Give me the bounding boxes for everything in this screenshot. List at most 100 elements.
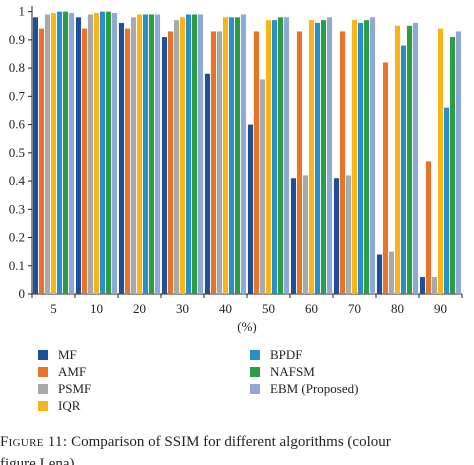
- legend-label: BPDF: [270, 347, 303, 362]
- bar-mf-60: [290, 178, 297, 294]
- bar-ebm-proposed--50: [283, 17, 290, 294]
- y-tick-label: 0.9: [9, 32, 25, 47]
- bar-mf-40: [204, 73, 211, 294]
- caption-label: Figure 11:: [0, 434, 68, 450]
- legend-swatch: [250, 384, 260, 394]
- legend-label: PSMF: [58, 381, 92, 396]
- y-tick-label: 0.6: [9, 117, 26, 132]
- bar-psmf-50: [259, 79, 266, 294]
- chart-bars: [32, 11, 462, 295]
- legend-item: AMF: [38, 364, 86, 380]
- bar-psmf-40: [216, 31, 223, 294]
- bar-bpdf-10: [99, 11, 106, 294]
- bar-nafsm-10: [105, 11, 112, 294]
- legend-item: NAFSM: [250, 364, 315, 380]
- x-tick-label: 90: [434, 301, 447, 316]
- bar-nafsm-20: [148, 14, 155, 295]
- bar-mf-20: [118, 22, 125, 295]
- x-tick-label: 10: [90, 301, 103, 316]
- legend-swatch: [38, 367, 48, 377]
- bar-psmf-10: [87, 14, 94, 295]
- bar-mf-10: [75, 17, 82, 294]
- bar-nafsm-5: [62, 11, 69, 294]
- bar-bpdf-40: [228, 17, 235, 294]
- bar-nafsm-30: [191, 14, 198, 295]
- bar-amf-20: [124, 28, 131, 295]
- legend-item: IQR: [38, 398, 80, 414]
- bar-mf-50: [247, 124, 254, 295]
- bar-nafsm-60: [320, 20, 327, 295]
- bar-iqr-90: [437, 28, 444, 295]
- bar-psmf-80: [388, 251, 395, 294]
- legend-item: EBM (Proposed): [250, 381, 358, 397]
- y-axis-ticks: 0 0.1 0.2 0.3 0.4 0.5 0.6 0.7 0.8 0.9 1: [9, 4, 32, 301]
- x-tick-label: 30: [176, 301, 189, 316]
- y-tick-label: 0.7: [9, 88, 26, 103]
- caption-text: Comparison of SSIM for different algorit…: [67, 434, 391, 450]
- bar-bpdf-50: [271, 20, 278, 295]
- x-tick-label: 40: [219, 301, 232, 316]
- bar-ebm-proposed--5: [68, 13, 75, 294]
- bar-iqr-40: [222, 17, 229, 294]
- bar-nafsm-90: [449, 37, 456, 294]
- legend-label: MF: [58, 347, 77, 362]
- legend-swatch: [250, 350, 260, 360]
- x-tick-label: 50: [262, 301, 275, 316]
- bar-amf-80: [382, 62, 389, 295]
- bar-mf-30: [161, 37, 168, 294]
- y-tick-label: 1: [19, 4, 26, 19]
- x-tick-label: 70: [348, 301, 361, 316]
- bar-ebm-proposed--40: [240, 14, 247, 295]
- bar-iqr-10: [93, 13, 100, 294]
- legend-swatch: [38, 384, 48, 394]
- bar-ebm-proposed--20: [154, 14, 161, 295]
- bar-psmf-30: [173, 20, 180, 295]
- bar-ebm-proposed--30: [197, 14, 204, 295]
- y-tick-label: 0.8: [9, 60, 25, 75]
- legend-item: PSMF: [38, 381, 91, 397]
- legend-swatch: [38, 401, 48, 411]
- caption-continuation: figure Lena).: [0, 456, 79, 465]
- bar-mf-70: [333, 178, 340, 294]
- bar-iqr-60: [308, 20, 315, 295]
- bar-nafsm-70: [363, 20, 370, 295]
- bar-nafsm-80: [406, 25, 413, 294]
- x-tick-label: 5: [50, 301, 57, 316]
- bar-bpdf-90: [443, 107, 450, 294]
- y-tick-label: 0.1: [9, 258, 25, 273]
- bar-psmf-70: [345, 175, 352, 294]
- x-tick-label: 20: [133, 301, 146, 316]
- bar-nafsm-50: [277, 17, 284, 294]
- x-axis-label: (%): [237, 319, 257, 334]
- bar-amf-70: [339, 31, 346, 294]
- bar-mf-80: [376, 254, 383, 294]
- chart-legend: MF AMF PSMF IQR BPDF NAFSM EBM (Proposed): [38, 347, 438, 413]
- bar-iqr-50: [265, 20, 272, 295]
- legend-label: NAFSM: [270, 364, 315, 379]
- bar-iqr-70: [351, 20, 358, 295]
- bar-psmf-20: [130, 17, 137, 294]
- bar-amf-30: [167, 31, 174, 294]
- bar-psmf-60: [302, 175, 309, 294]
- bar-bpdf-5: [56, 11, 63, 294]
- bar-iqr-20: [136, 14, 143, 295]
- bar-psmf-90: [431, 277, 438, 294]
- bar-bpdf-60: [314, 22, 321, 295]
- bar-ebm-proposed--80: [412, 22, 419, 295]
- legend-label: AMF: [58, 364, 87, 379]
- bar-nafsm-40: [234, 17, 241, 294]
- bar-amf-50: [253, 31, 260, 294]
- figure-caption: Figure 11: Comparison of SSIM for differ…: [0, 432, 474, 465]
- bar-bpdf-20: [142, 14, 149, 295]
- legend-item: MF: [38, 347, 77, 363]
- bar-iqr-80: [394, 25, 401, 294]
- bar-amf-90: [425, 161, 432, 294]
- bar-mf-5: [32, 17, 39, 294]
- bar-bpdf-30: [185, 14, 192, 295]
- bar-amf-5: [38, 28, 45, 295]
- bar-iqr-30: [179, 17, 186, 294]
- x-tick-label: 60: [305, 301, 318, 316]
- bar-mf-90: [419, 277, 426, 294]
- bar-ebm-proposed--70: [369, 17, 376, 294]
- bar-psmf-5: [44, 14, 51, 295]
